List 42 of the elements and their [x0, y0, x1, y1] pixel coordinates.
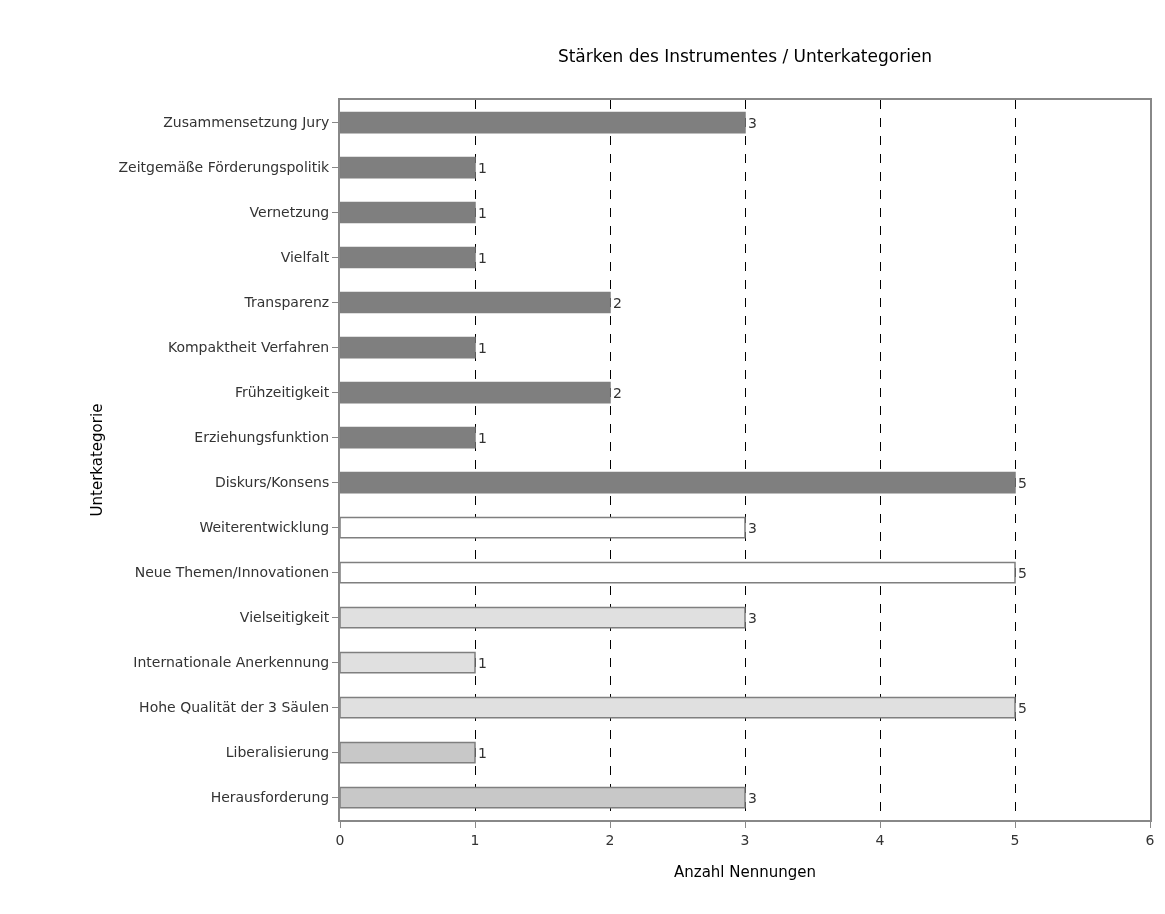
y-tick-label: Transparenz [243, 294, 330, 311]
y-tick-label: Vernetzung [249, 204, 330, 221]
x-tick-label: 1 [470, 831, 480, 848]
y-tick-label: Herausforderung [210, 789, 330, 806]
data-label: 2 [613, 384, 622, 401]
data-label: 3 [748, 789, 757, 806]
y-tick-label: Zusammensetzung Jury [163, 114, 330, 131]
data-label: 1 [478, 744, 487, 761]
x-tick-label: 6 [1145, 831, 1155, 848]
data-label: 1 [478, 159, 487, 176]
data-label: 1 [478, 204, 487, 221]
y-tick-label: Zeitgemäße Förderungspolitik [118, 159, 331, 176]
x-tick-label: 0 [335, 831, 345, 848]
y-tick-label: Vielfalt [280, 249, 330, 266]
y-tick-label: Liberalisierung [225, 744, 330, 761]
x-tick-label: 2 [605, 831, 615, 848]
y-axis-title: Unterkategorie [88, 403, 107, 517]
chart-title: Stärken des Instrumentes / Unterkategorien [557, 46, 933, 67]
y-tick-label: Weiterentwicklung [199, 519, 330, 536]
data-label: 1 [478, 429, 487, 446]
x-tick-label: 5 [1010, 831, 1020, 848]
x-axis-title: Anzahl Nennungen [673, 863, 817, 882]
y-tick-label: Kompaktheit Verfahren [167, 339, 330, 356]
data-label: 3 [748, 114, 757, 131]
data-label: 2 [613, 294, 622, 311]
x-tick-label: 4 [875, 831, 885, 848]
data-label: 5 [1018, 699, 1027, 716]
data-label: 1 [478, 339, 487, 356]
y-tick-label: Neue Themen/Innovationen [134, 564, 330, 581]
data-label: 3 [748, 519, 757, 536]
data-label: 5 [1018, 474, 1027, 491]
data-label: 3 [748, 609, 757, 626]
y-tick-label: Erziehungsfunktion [194, 429, 330, 446]
x-tick-label: 3 [740, 831, 750, 848]
y-tick-label: Frühzeitigkeit [234, 384, 330, 401]
data-label: 1 [478, 654, 487, 671]
data-label: 5 [1018, 564, 1027, 581]
y-tick-label: Internationale Anerkennung [133, 654, 330, 671]
y-tick-label: Hohe Qualität der 3 Säulen [139, 699, 330, 716]
y-tick-label: Diskurs/Konsens [214, 474, 330, 491]
y-tick-label: Vielseitigkeit [239, 609, 330, 626]
data-label: 1 [478, 249, 487, 266]
